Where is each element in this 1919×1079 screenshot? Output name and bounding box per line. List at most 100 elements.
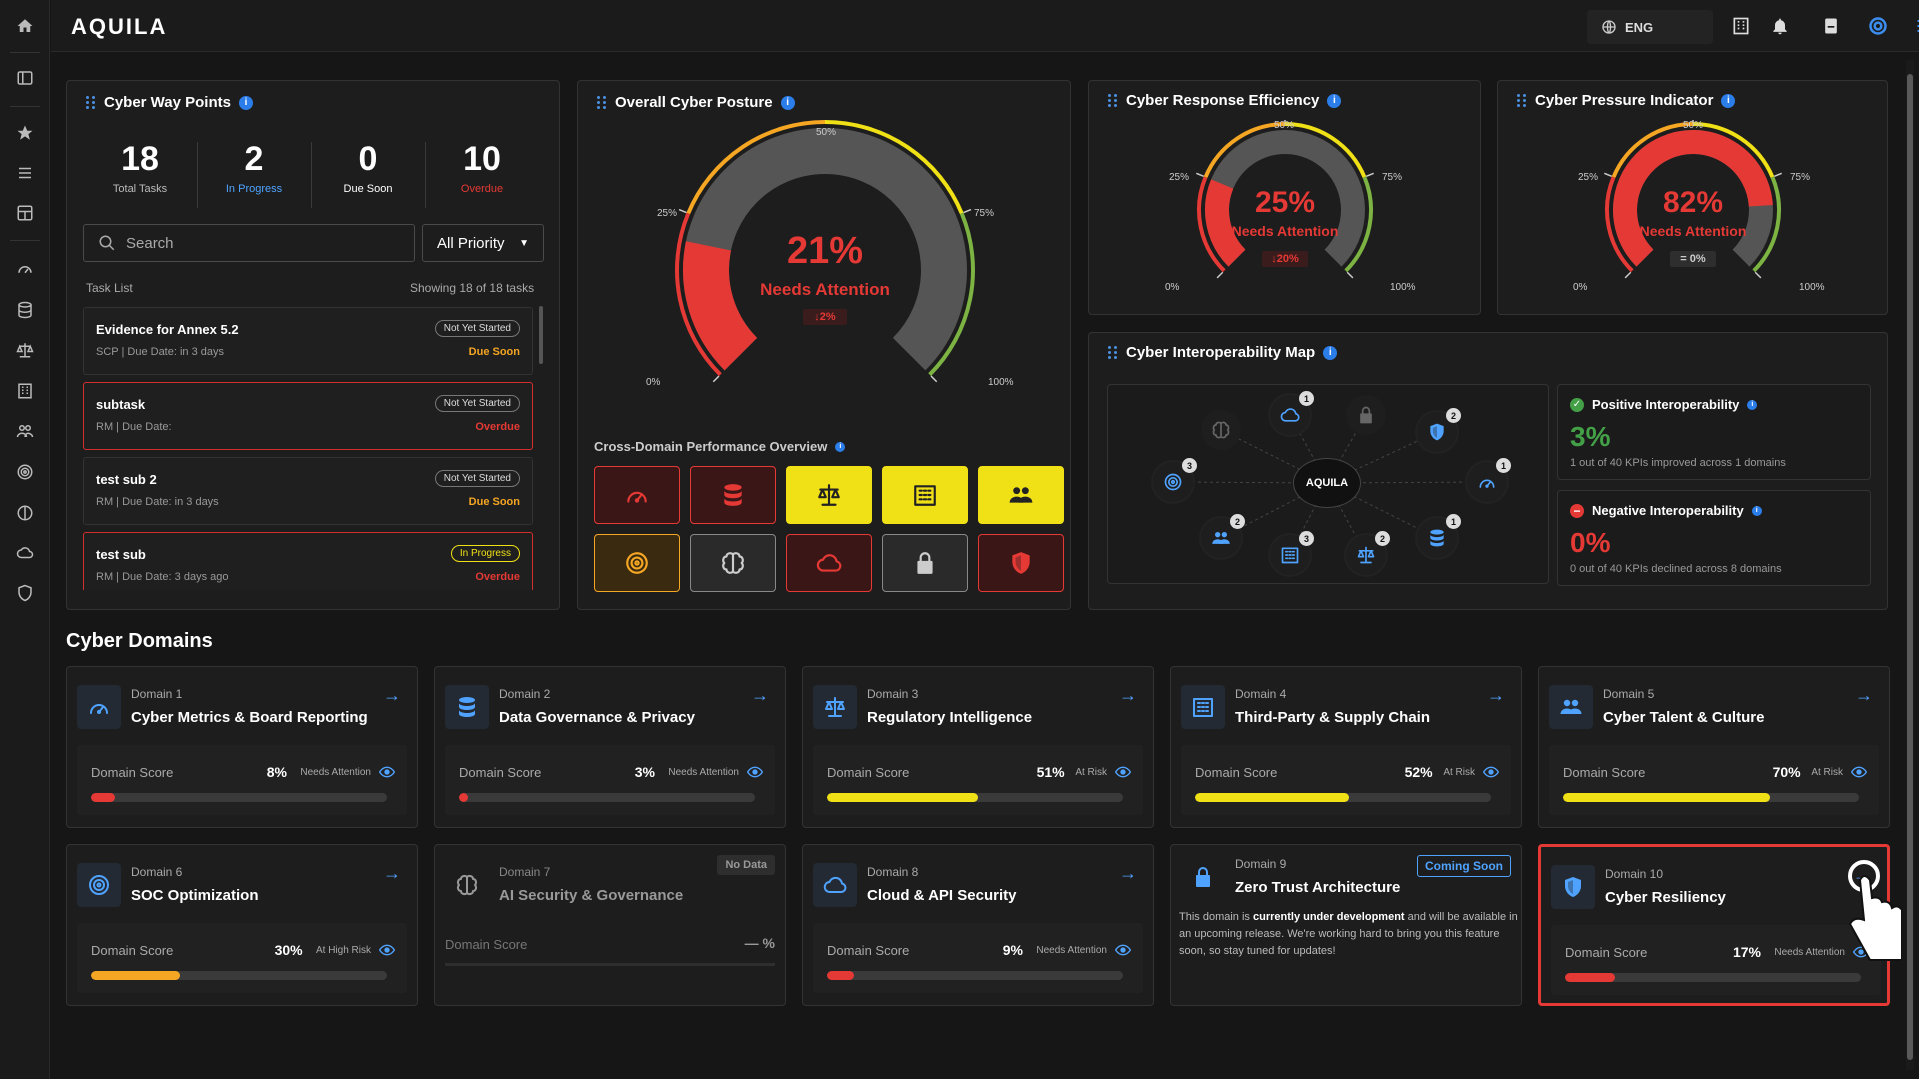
- drag-handle-icon[interactable]: [1517, 93, 1527, 108]
- info-icon[interactable]: i: [1721, 93, 1736, 108]
- interop-center-node[interactable]: AQUILA: [1293, 458, 1361, 508]
- domain-score-bar: [1565, 973, 1861, 982]
- bell-icon[interactable]: [1768, 14, 1792, 38]
- domain-card-2[interactable]: Domain 2 Data Governance & Privacy → Doma…: [434, 666, 786, 828]
- task-item[interactable]: test sub RM | Due Date: 3 days ago In Pr…: [83, 532, 533, 590]
- building-icon[interactable]: [1729, 14, 1753, 38]
- speedometer-icon[interactable]: [12, 256, 38, 282]
- domain-tile-lock[interactable]: [882, 534, 968, 592]
- task-item[interactable]: subtask RM | Due Date: Not Yet Started O…: [83, 382, 533, 450]
- interop-node-brain[interactable]: [1201, 410, 1241, 450]
- shield-icon[interactable]: [12, 580, 38, 606]
- interop-node-database[interactable]: 1: [1417, 514, 1461, 558]
- interop-node-lock[interactable]: [1346, 395, 1386, 435]
- info-icon[interactable]: i: [1751, 505, 1762, 516]
- interop-node-building[interactable]: 3: [1270, 531, 1314, 575]
- domain-card-7[interactable]: Domain 7 AI Security & Governance No Data…: [434, 844, 786, 1006]
- drag-handle-icon[interactable]: [86, 95, 96, 110]
- support-icon[interactable]: [1866, 14, 1890, 38]
- domain-number: Domain 4: [1235, 687, 1287, 701]
- hamburger-menu-icon[interactable]: [1913, 14, 1919, 38]
- info-icon[interactable]: i: [835, 441, 846, 452]
- stat-in-progress[interactable]: 2 In Progress: [197, 140, 311, 195]
- domain-tile-users[interactable]: [978, 466, 1064, 524]
- scrollbar-thumb[interactable]: [1907, 74, 1913, 1060]
- eye-icon[interactable]: [1851, 765, 1867, 779]
- drag-handle-icon[interactable]: [597, 95, 607, 110]
- eye-icon[interactable]: [1115, 943, 1131, 957]
- arrow-right-icon[interactable]: →: [383, 685, 401, 705]
- domain-tile-scales[interactable]: [786, 466, 872, 524]
- interop-node-target[interactable]: 3: [1153, 458, 1197, 502]
- layout-icon[interactable]: [12, 200, 38, 226]
- language-selector[interactable]: ENG: [1587, 10, 1713, 44]
- eye-icon[interactable]: [747, 765, 763, 779]
- domain-icon: [813, 685, 857, 729]
- interop-node-speedometer[interactable]: 1: [1467, 458, 1511, 502]
- priority-select[interactable]: All Priority ▼: [422, 224, 544, 262]
- eye-icon[interactable]: [379, 765, 395, 779]
- task-item[interactable]: test sub 2 RM | Due Date: in 3 days Not …: [83, 457, 533, 525]
- domain-card-10[interactable]: Domain 10 Cyber Resiliency → Domain Score…: [1538, 844, 1890, 1006]
- building-icon[interactable]: [12, 378, 38, 404]
- home-icon[interactable]: [12, 13, 38, 39]
- domain-tile-cloud[interactable]: [786, 534, 872, 592]
- eye-icon[interactable]: [1115, 765, 1131, 779]
- task-item[interactable]: Evidence for Annex 5.2 SCP | Due Date: i…: [83, 307, 533, 375]
- panel-toggle-icon[interactable]: [12, 65, 38, 91]
- info-icon[interactable]: i: [1747, 399, 1758, 410]
- drag-handle-icon[interactable]: [1108, 345, 1118, 360]
- interop-node-shield[interactable]: 2: [1417, 408, 1461, 452]
- domain-tile-brain[interactable]: [690, 534, 776, 592]
- stat-due-soon[interactable]: 0 Due Soon: [311, 140, 425, 195]
- domain-card-6[interactable]: Domain 6 SOC Optimization → Domain Score …: [66, 844, 418, 1006]
- target-icon[interactable]: [12, 459, 38, 485]
- domain-tile-speedometer[interactable]: [594, 466, 680, 524]
- info-icon[interactable]: i: [1327, 93, 1342, 108]
- stat-total-tasks[interactable]: 18 Total Tasks: [83, 140, 197, 195]
- arrow-right-icon[interactable]: →: [1119, 685, 1137, 705]
- info-icon[interactable]: i: [1323, 345, 1338, 360]
- interop-node-scales[interactable]: 2: [1346, 531, 1390, 575]
- arrow-right-icon[interactable]: →: [1855, 685, 1873, 705]
- arrow-right-icon[interactable]: →: [1119, 863, 1137, 883]
- scales-icon[interactable]: [12, 337, 38, 363]
- app-logo[interactable]: AQUILA: [71, 14, 168, 39]
- info-icon[interactable]: i: [238, 95, 253, 110]
- interop-node-users[interactable]: 2: [1201, 514, 1245, 558]
- domain-card-5[interactable]: Domain 5 Cyber Talent & Culture → Domain …: [1538, 666, 1890, 828]
- interop-node-cloud[interactable]: 1: [1270, 391, 1314, 435]
- arrow-right-icon[interactable]: →: [751, 685, 769, 705]
- drag-handle-icon[interactable]: [1108, 93, 1118, 108]
- eye-icon[interactable]: [1483, 765, 1499, 779]
- menu-list-icon[interactable]: [12, 160, 38, 186]
- arrow-right-icon[interactable]: →: [383, 863, 401, 883]
- info-icon[interactable]: i: [780, 95, 795, 110]
- eye-icon[interactable]: [379, 943, 395, 957]
- domain-risk-state: At Risk: [1811, 767, 1843, 778]
- domain-score-bar: [459, 793, 755, 802]
- domain-score-bar-fill: [1565, 973, 1616, 982]
- users-icon[interactable]: [12, 418, 38, 444]
- minus-circle-icon: −: [1570, 503, 1584, 518]
- stat-overdue[interactable]: 10 Overdue: [425, 140, 539, 195]
- arrow-right-icon[interactable]: →: [1487, 685, 1505, 705]
- document-icon[interactable]: [1819, 14, 1843, 38]
- cloud-icon[interactable]: [12, 540, 38, 566]
- domain-tile-building[interactable]: [882, 466, 968, 524]
- task-list-scrollbar[interactable]: [539, 306, 543, 364]
- database-icon[interactable]: [12, 297, 38, 323]
- domain-card-3[interactable]: Domain 3 Regulatory Intelligence → Domain…: [802, 666, 1154, 828]
- priority-label: All Priority: [437, 234, 505, 252]
- domain-tile-target[interactable]: [594, 534, 680, 592]
- domain-card-9[interactable]: Domain 9 Zero Trust Architecture Coming S…: [1170, 844, 1522, 1006]
- domain-card-4[interactable]: Domain 4 Third-Party & Supply Chain → Dom…: [1170, 666, 1522, 828]
- domain-card-1[interactable]: Domain 1 Cyber Metrics & Board Reporting…: [66, 666, 418, 828]
- star-icon[interactable]: [12, 120, 38, 146]
- brain-icon[interactable]: [12, 500, 38, 526]
- domain-card-8[interactable]: Domain 8 Cloud & API Security → Domain Sc…: [802, 844, 1154, 1006]
- domain-tile-shield[interactable]: [978, 534, 1064, 592]
- domain-tile-database[interactable]: [690, 466, 776, 524]
- domain-score-label: Domain Score: [1563, 765, 1646, 780]
- search-input[interactable]: Search: [83, 224, 415, 262]
